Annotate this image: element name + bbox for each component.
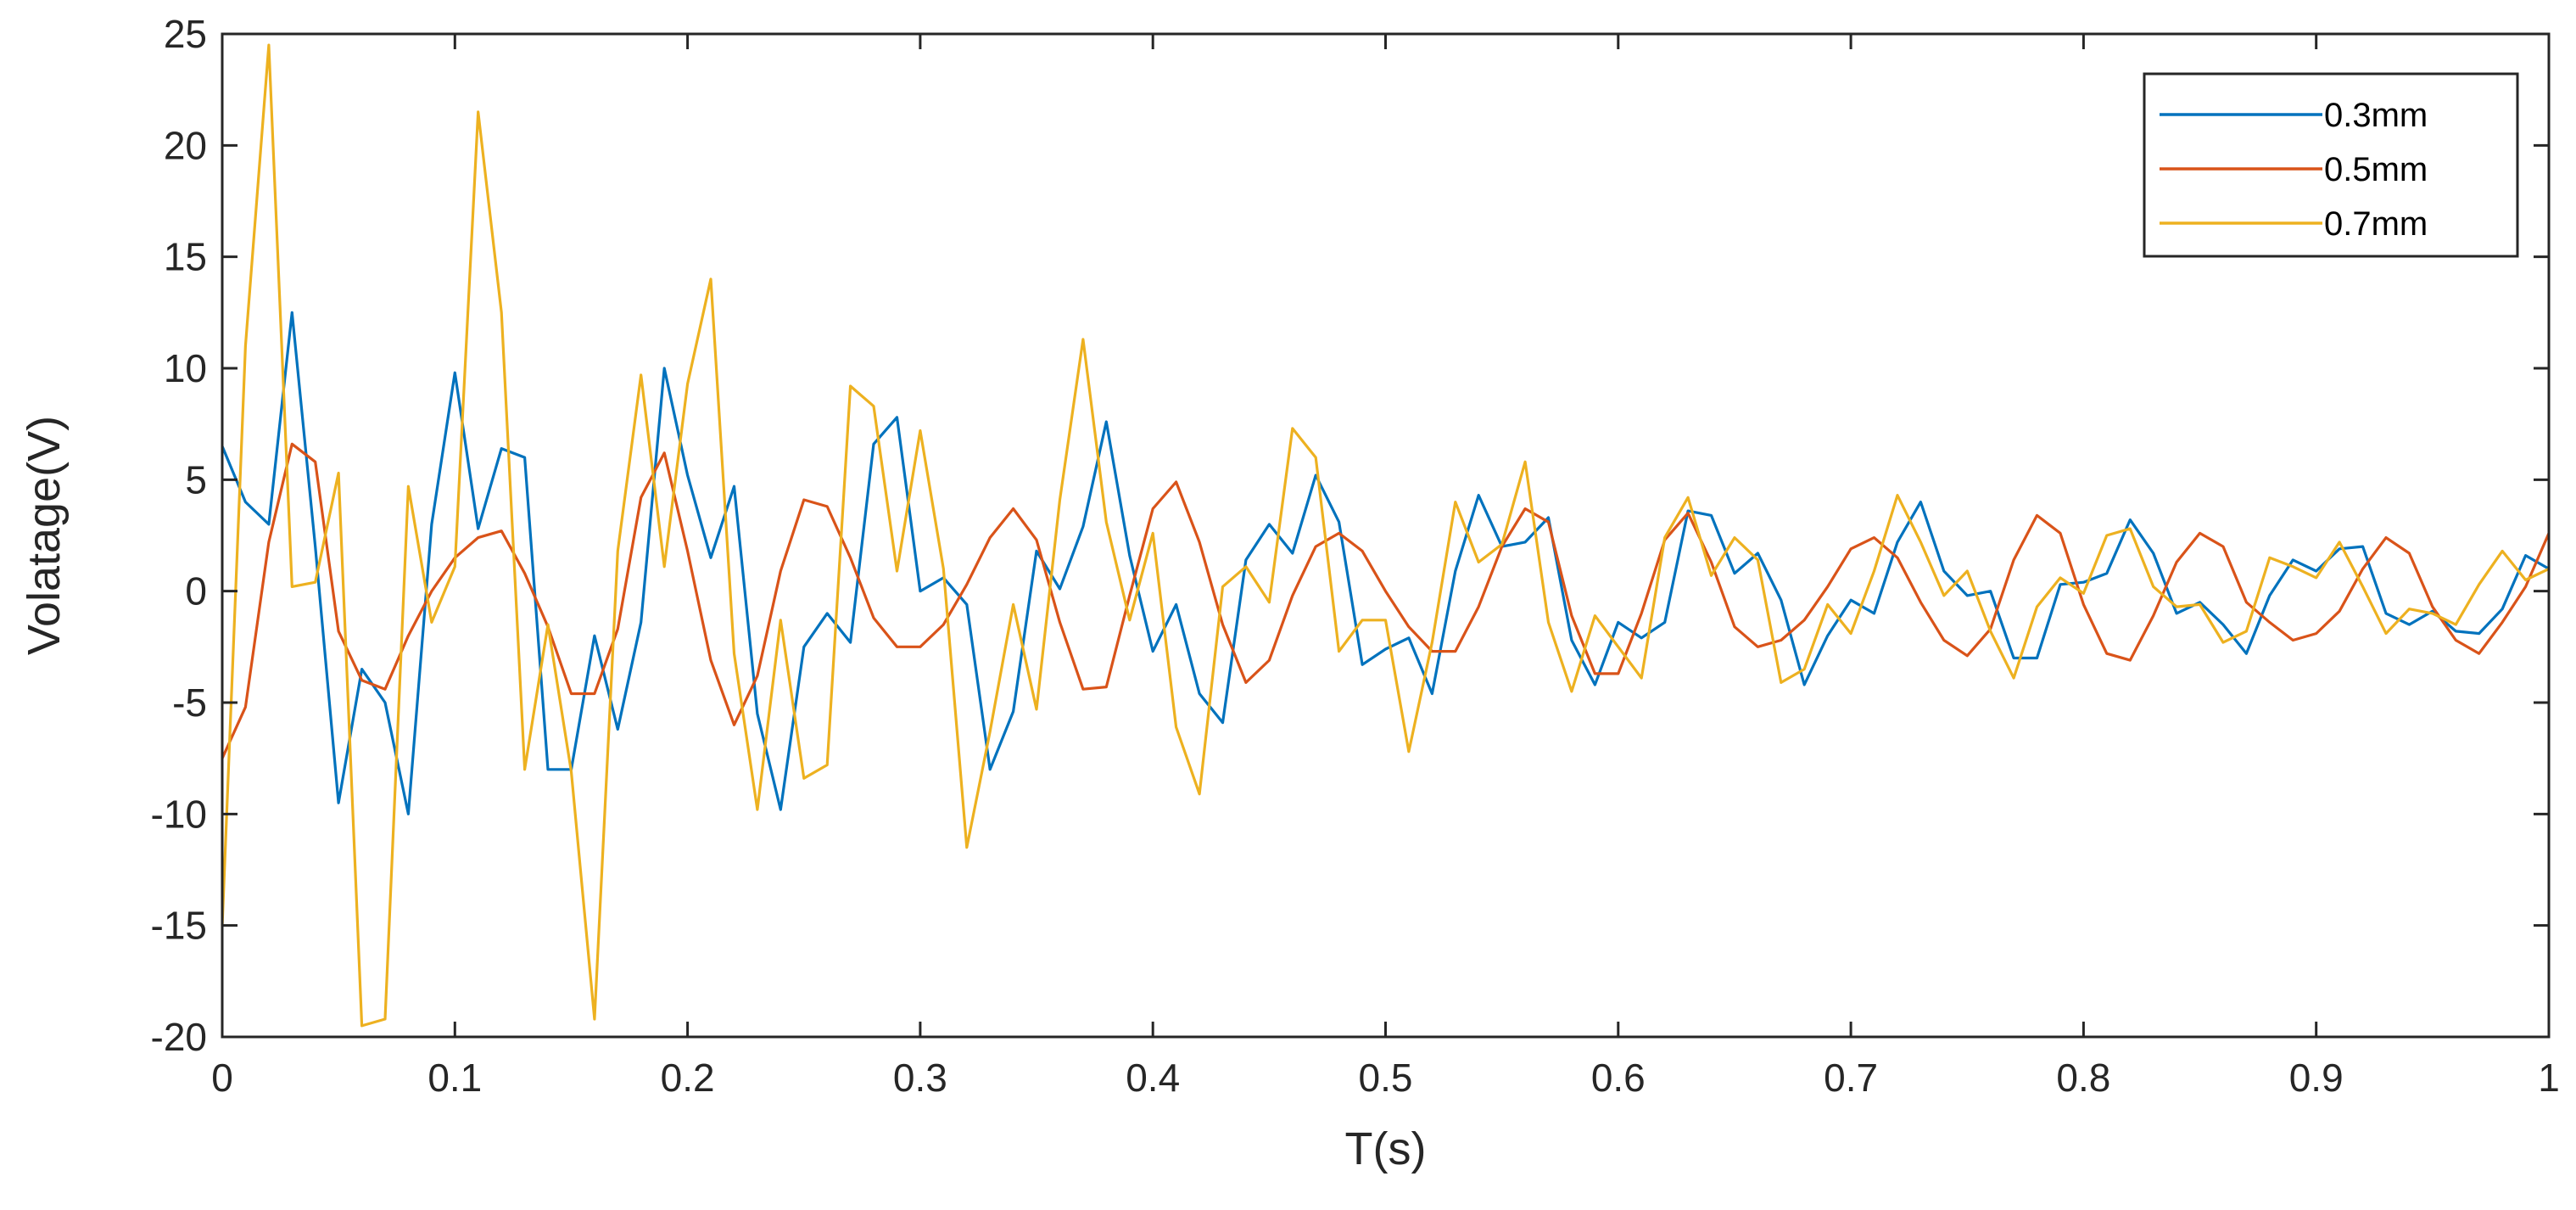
legend-label: 0.7mm [2324, 205, 2428, 243]
x-tick-label: 0.7 [1824, 1056, 1878, 1100]
y-tick-label: 20 [164, 123, 207, 167]
y-tick-label: -5 [172, 681, 207, 725]
y-tick-label: -20 [151, 1015, 207, 1059]
x-tick-label: 0.9 [2289, 1056, 2344, 1100]
legend: 0.3mm 0.5mm 0.7mm [2143, 72, 2519, 258]
y-tick-label: 15 [164, 235, 207, 279]
x-axis-ticks: 0 0.1 0.2 0.3 0.4 0.5 0.6 0.7 0.8 0.9 1 [211, 34, 2560, 1100]
y-tick-label: -10 [151, 792, 207, 836]
x-tick-label: 0.2 [661, 1056, 715, 1100]
x-tick-label: 0.4 [1126, 1056, 1180, 1100]
y-tick-label: 10 [164, 346, 207, 390]
series-line-0.7mm [221, 43, 2550, 1028]
y-tick-label: 25 [164, 12, 207, 56]
legend-label: 0.5mm [2324, 151, 2428, 188]
x-tick-label: 0.6 [1591, 1056, 1646, 1100]
legend-label: 0.3mm [2324, 97, 2428, 134]
x-tick-label: 0 [211, 1056, 233, 1100]
y-tick-label: 5 [185, 457, 207, 501]
x-tick-label: 0.5 [1359, 1056, 1413, 1100]
series-layer [221, 43, 2551, 1028]
y-tick-label: 0 [185, 569, 207, 613]
x-axis-label: T(s) [1345, 1123, 1427, 1174]
x-tick-label: 0.8 [2056, 1056, 2110, 1100]
y-tick-label: -15 [151, 904, 207, 948]
x-tick-label: 0.1 [427, 1056, 482, 1100]
y-axis-label: Volatage(V) [19, 416, 70, 655]
x-tick-label: 1 [2538, 1056, 2560, 1100]
legend-box [2143, 72, 2519, 258]
series-line-0.5mm [221, 442, 2551, 759]
x-tick-label: 0.3 [893, 1056, 947, 1100]
y-axis-ticks: 25 20 15 10 5 0 -5 -10 -15 -20 [151, 12, 2549, 1059]
